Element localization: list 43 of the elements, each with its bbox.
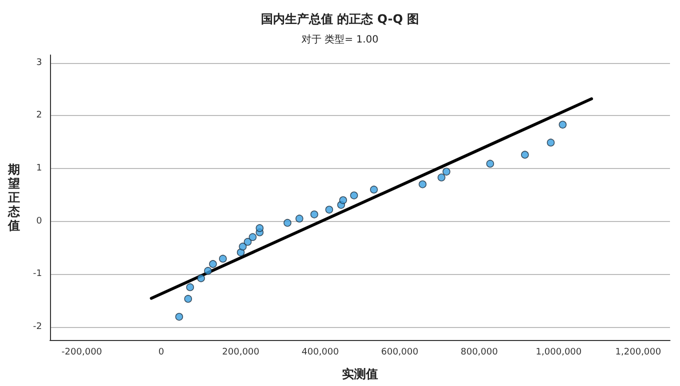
point	[204, 266, 212, 275]
point	[296, 214, 304, 223]
x-tick-label: 1,200,000	[615, 348, 662, 358]
point	[197, 274, 205, 282]
y-tick-label: 3	[36, 58, 42, 68]
y-tick-label: -2	[33, 322, 42, 332]
point	[186, 283, 194, 292]
x-tick-label: 600,000	[381, 348, 419, 358]
point	[486, 160, 494, 168]
y-tick-label: -1	[33, 269, 42, 280]
y-tick-label: 1	[36, 163, 42, 174]
point	[184, 294, 192, 303]
point	[442, 168, 450, 176]
point	[438, 174, 446, 182]
x-tick-label: 0	[158, 348, 164, 358]
point	[350, 191, 358, 200]
point	[256, 224, 264, 232]
point	[238, 242, 247, 250]
point	[218, 254, 227, 263]
y-tick-label: 2	[36, 110, 42, 121]
x-tick-label: 1,000,000	[536, 348, 582, 358]
point	[370, 186, 378, 194]
point	[521, 150, 529, 159]
point	[244, 238, 252, 246]
chart-title: 国内生产总值 的正态 Q-Q 图	[260, 12, 420, 26]
point	[546, 138, 555, 147]
point	[248, 233, 257, 241]
x-tick-label: 800,000	[460, 348, 498, 358]
point	[339, 196, 348, 204]
point	[175, 312, 184, 321]
point	[310, 210, 318, 218]
point	[284, 218, 292, 227]
point	[209, 260, 217, 268]
point	[418, 180, 426, 188]
x-tick-label: 200,000	[222, 348, 260, 358]
x-tick-label: 400,000	[302, 348, 340, 358]
point	[558, 120, 567, 129]
x-tick-label: -200,000	[62, 348, 102, 358]
x-axis-title: 实测值	[342, 367, 378, 381]
point	[325, 206, 334, 214]
y-axis-title: 期望正态值	[7, 162, 21, 232]
chart-subtitle: 对于 类型= 1.00	[301, 34, 379, 46]
y-tick-label: 0	[36, 216, 42, 226]
